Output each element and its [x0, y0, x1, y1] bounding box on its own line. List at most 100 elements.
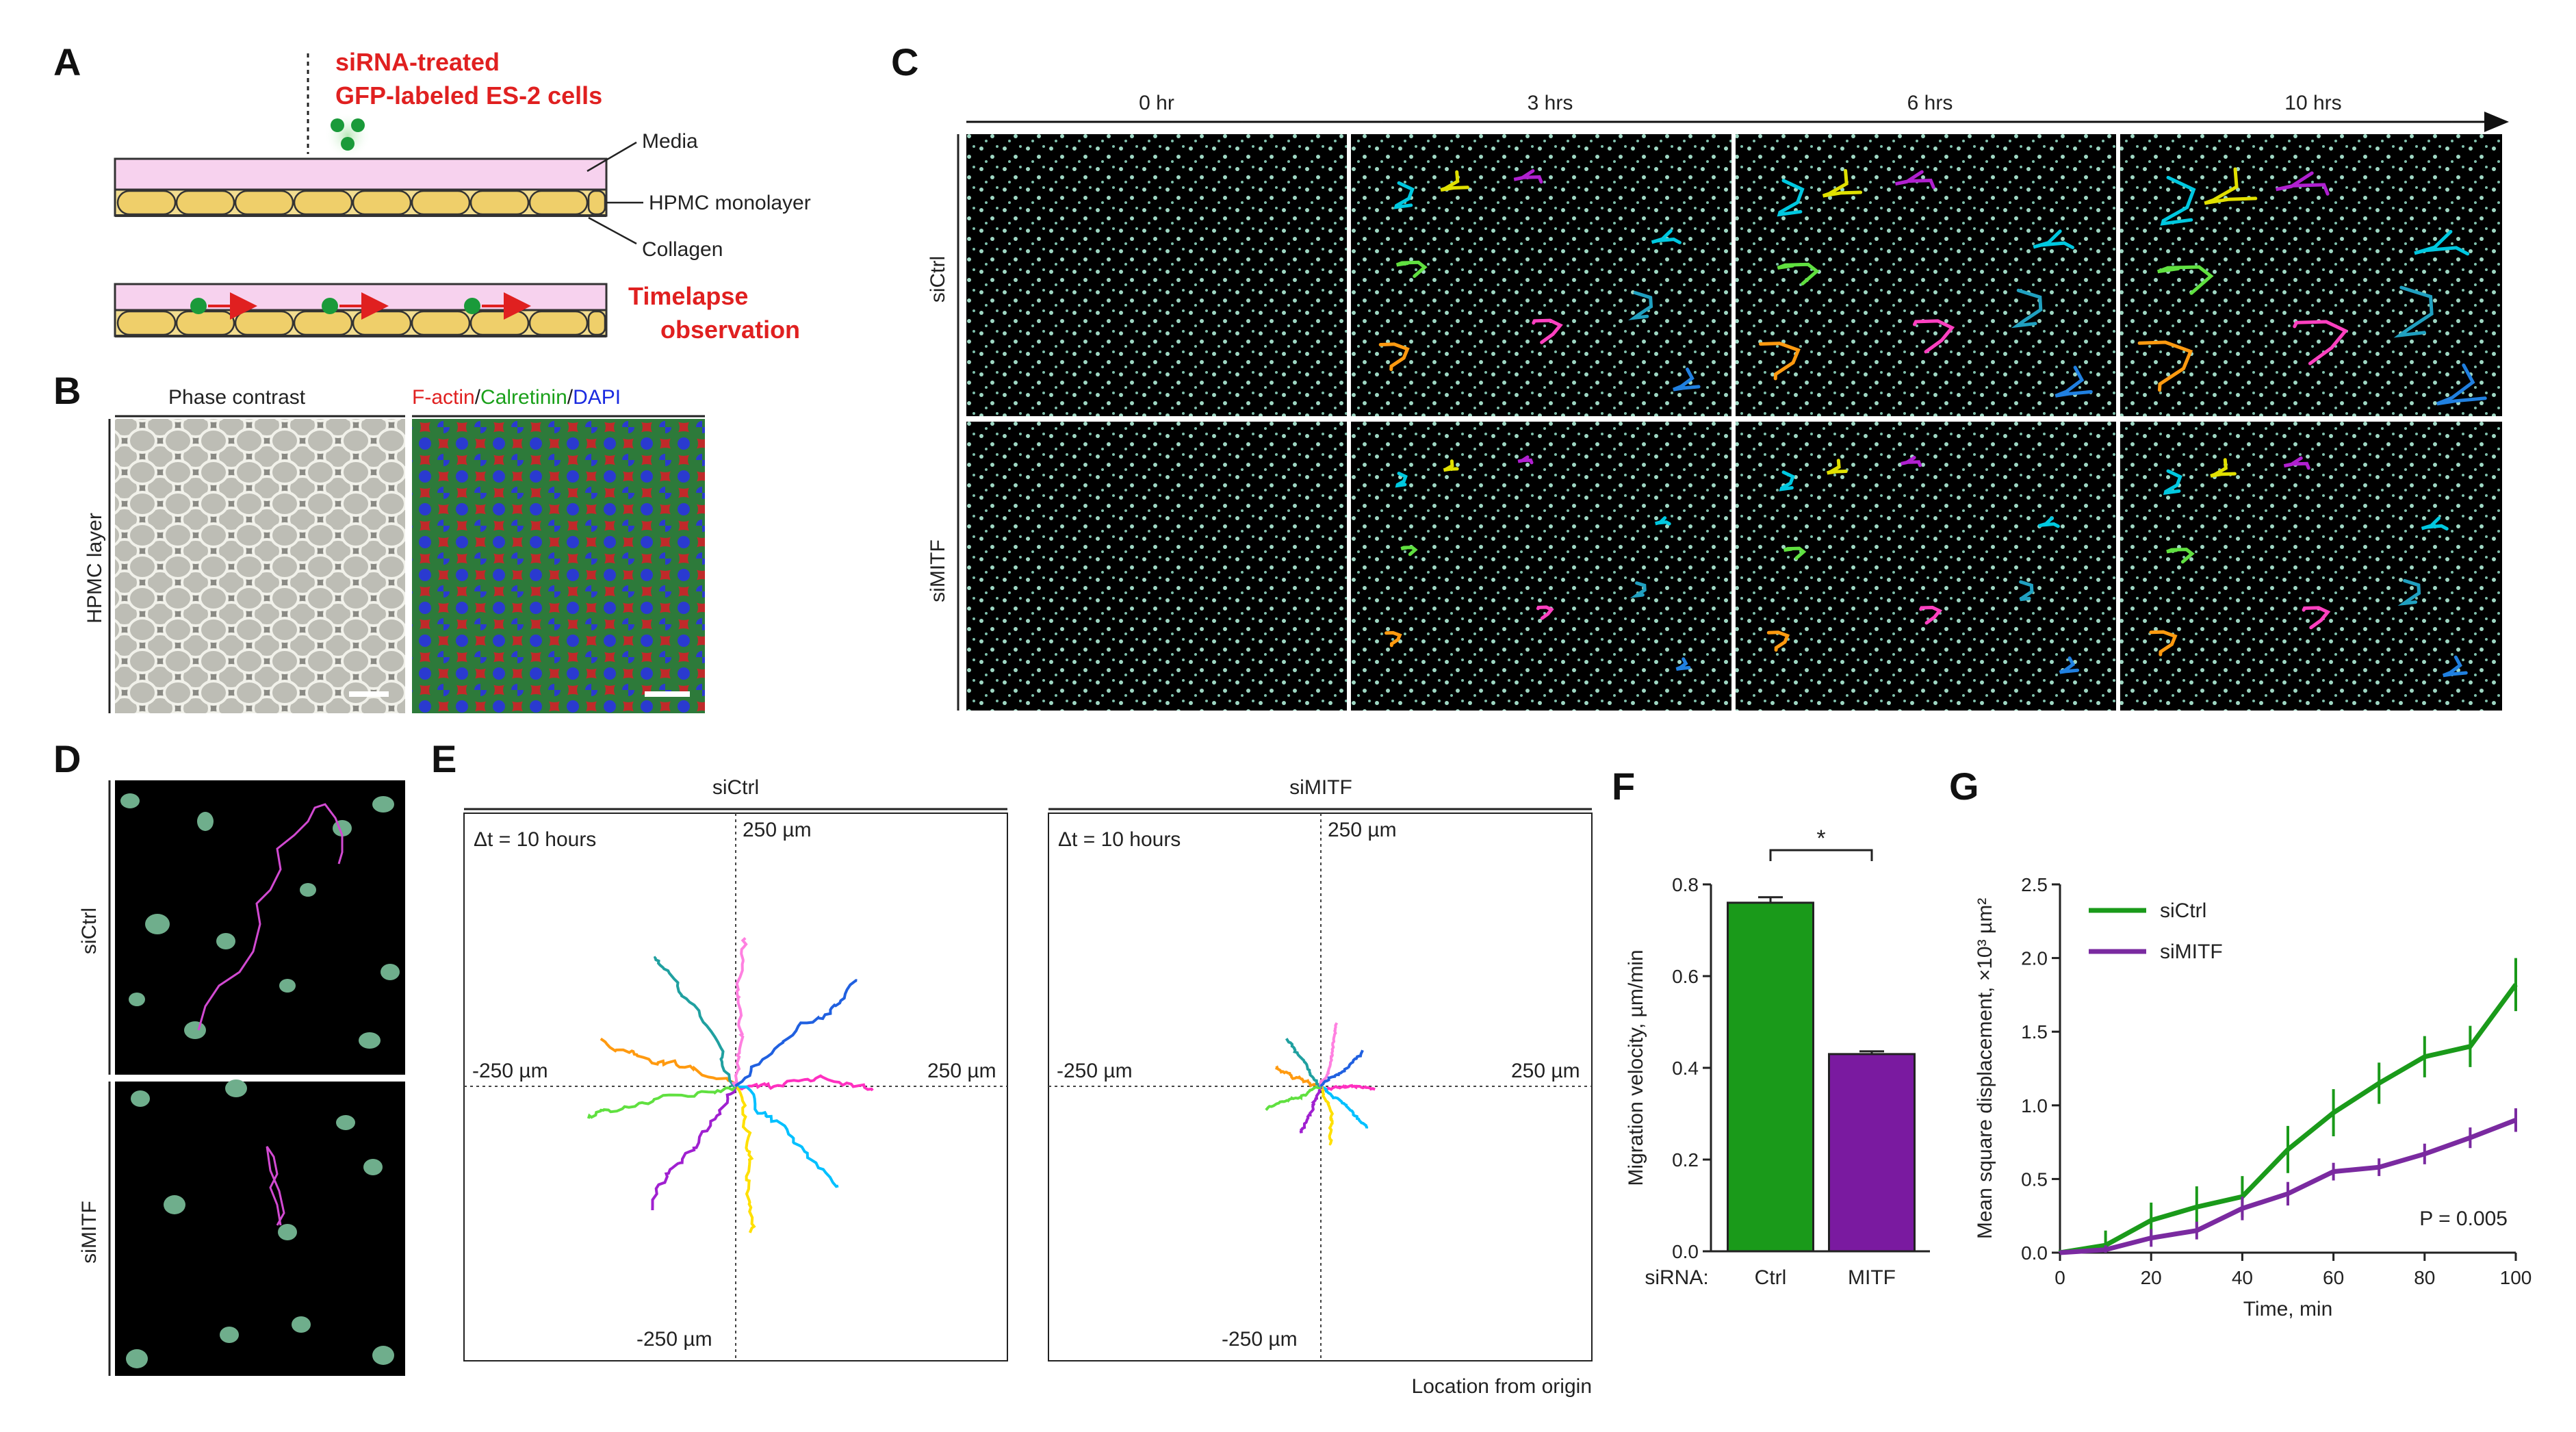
- f-category-label: MITF: [1848, 1266, 1896, 1289]
- panel-letter-g: G: [1949, 765, 1979, 808]
- cell-track: [2421, 516, 2449, 530]
- e-right-sictrl: 250 µm: [927, 1060, 996, 1082]
- trajectory: [653, 956, 736, 1088]
- layer-label-monolayer: HPMC monolayer: [649, 192, 811, 214]
- cell-track: [1654, 516, 1671, 526]
- cell-track: [2393, 285, 2434, 338]
- gfp-cells-icon: [324, 112, 371, 159]
- cells-label-line2: GFP-labeled ES-2 cells: [335, 81, 602, 110]
- fluorescence-title: F-actin/Calretinin/DAPI: [412, 386, 621, 409]
- e-left-sictrl: -250 µm: [472, 1060, 548, 1082]
- panel-d: D siCtrl siMITF: [53, 737, 405, 1376]
- cell-track: [1440, 170, 1469, 192]
- cell-track: [2149, 630, 2178, 656]
- micrograph-simitf-6hr: [1736, 422, 2116, 711]
- cell-track: [1378, 342, 1410, 372]
- g-x-tick-label: 100: [2500, 1267, 2532, 1288]
- msd-line-chart: 0.0 0.5 1.0 1.5 2.0 2.5 0 20 40 60 80 100 Time, min M…: [1974, 874, 2532, 1320]
- cell-track: [2011, 288, 2043, 329]
- panel-letter-d: D: [53, 737, 81, 780]
- cell-track: [2283, 456, 2310, 470]
- panel-letter-b: B: [53, 369, 81, 412]
- f-bar-ctrl: [1727, 902, 1814, 1253]
- culture-dish-bottom: [114, 283, 608, 337]
- g-x-tick-label: 60: [2323, 1267, 2344, 1288]
- fluorescence-image: [412, 419, 705, 713]
- cell-track: [1393, 181, 1415, 209]
- cell-track: [1517, 455, 1534, 465]
- micrograph-simitf-0hr: [966, 422, 1347, 711]
- e-title-simitf: siMITF: [1289, 776, 1352, 799]
- g-x-tick-label: 0: [2055, 1267, 2065, 1288]
- cell-track: [1675, 657, 1691, 671]
- g-y-tick-label: 0.0: [2021, 1242, 2048, 1264]
- cell-track: [1901, 456, 1922, 468]
- cell-track: [2436, 363, 2487, 406]
- cell-track: [1826, 459, 1848, 475]
- panel-letter-c: C: [891, 40, 918, 84]
- d-track-sictrl: [197, 803, 344, 1031]
- trajectory: [1319, 1084, 1376, 1092]
- d-cells: [120, 793, 400, 1368]
- title-dapi: DAPI: [573, 386, 621, 409]
- cell-track: [1919, 605, 1943, 625]
- g-y-axis-label: Mean square displacement, ×10³ µm²: [1974, 898, 1996, 1239]
- f-y-tick-label: 0.2: [1672, 1149, 1699, 1171]
- cell-track: [1822, 168, 1863, 198]
- trajectory: [1319, 1049, 1364, 1087]
- f-significance-bracket: [1769, 849, 1873, 861]
- trajectory: [651, 1086, 737, 1211]
- scale-bar-left: [349, 691, 389, 697]
- phase-contrast-title: Phase contrast: [168, 386, 306, 409]
- trajectory: [1320, 1085, 1335, 1146]
- cell-track: [1536, 605, 1554, 620]
- cell-track: [1400, 546, 1418, 557]
- f-bar-mitf: [1828, 1053, 1916, 1253]
- layer-label-media: Media: [642, 130, 698, 153]
- timepoint-2: 6 hrs: [1907, 92, 1953, 114]
- d-image-simitf: [115, 1082, 405, 1376]
- cell-track: [2059, 656, 2080, 674]
- f-category-label: Ctrl: [1755, 1266, 1787, 1289]
- cell-track: [1759, 342, 1801, 381]
- trajectory: [734, 979, 858, 1087]
- g-y-tick-label: 2.0: [2021, 948, 2048, 969]
- timepoint-3: 10 hrs: [2284, 92, 2341, 114]
- trajectory: [1265, 1085, 1322, 1112]
- g-x-tick-label: 80: [2414, 1267, 2435, 1288]
- timepoint-0: 0 hr: [1139, 92, 1174, 114]
- micrograph-simitf-3hr: [1351, 422, 1731, 711]
- phase-contrast-image: [115, 419, 405, 713]
- title-f-actin: F-actin: [412, 386, 475, 409]
- d-row-label-sictrl: siCtrl: [78, 908, 101, 954]
- cell-track: [2163, 469, 2182, 495]
- cell-track: [2302, 606, 2331, 630]
- cell-track: [2160, 175, 2196, 226]
- panel-e: E siCtrl Δt = 10 hours 250 µm -250 µm -2…: [431, 737, 1593, 1398]
- trajectory: [1299, 1086, 1323, 1134]
- g-x-axis-label: Time, min: [2243, 1298, 2333, 1320]
- row-label-sictrl: siCtrl: [927, 256, 949, 303]
- e-bottom-sictrl: -250 µm: [636, 1328, 712, 1351]
- cell-track: [1630, 581, 1647, 598]
- cell-track: [2037, 516, 2060, 528]
- g-y-tick-label: 1.5: [2021, 1021, 2048, 1043]
- e-footer: Location from origin: [1412, 1375, 1592, 1398]
- e-top-simitf: 250 µm: [1328, 819, 1397, 841]
- title-sep-2: /: [567, 386, 574, 409]
- g-y-tick-label: 1.0: [2021, 1095, 2048, 1116]
- panel-b: B Phase contrast F-actin/Calretinin/DAPI…: [53, 369, 705, 713]
- cell-track: [1913, 319, 1955, 354]
- cell-track: [1894, 170, 1935, 189]
- f-y-tick-label: 0.8: [1672, 874, 1699, 895]
- timelapse-line2: observation: [660, 316, 800, 344]
- e-left-simitf: -250 µm: [1057, 1060, 1133, 1082]
- title-sep-1: /: [475, 386, 481, 409]
- cell-track: [1395, 260, 1428, 278]
- panel-c: C 0 hr 3 hrs 6 hrs 10 hrs siCtrl siMITF: [891, 40, 2509, 711]
- micrograph-sictrl-3hr: [1351, 134, 1731, 416]
- cell-track: [1384, 630, 1402, 648]
- e-trajectories-sictrl: [587, 936, 874, 1233]
- e-bottom-simitf: -250 µm: [1222, 1328, 1298, 1351]
- timepoint-1: 3 hrs: [1528, 92, 1573, 114]
